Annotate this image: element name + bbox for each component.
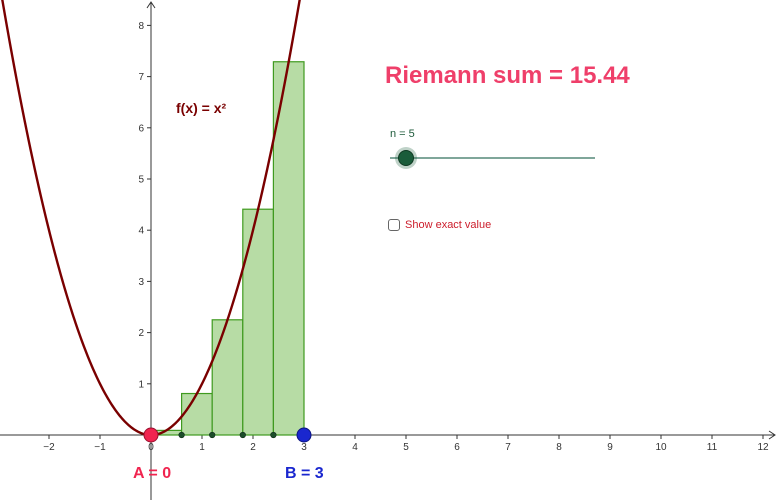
show-exact-value-toggle[interactable]: Show exact value bbox=[388, 219, 491, 231]
y-tick-label: 5 bbox=[138, 175, 144, 186]
x-tick-label: 9 bbox=[607, 442, 613, 453]
x-tick-label: 4 bbox=[352, 442, 358, 453]
x-tick-label: −2 bbox=[43, 442, 55, 453]
riemann-rectangle bbox=[181, 392, 213, 436]
x-tick-label: 1 bbox=[199, 442, 205, 453]
x-tick-label: 11 bbox=[707, 442, 718, 453]
partition-point bbox=[239, 431, 246, 439]
y-tick-label: 7 bbox=[138, 72, 144, 83]
x-tick-label: 0 bbox=[148, 442, 154, 453]
partition-markers bbox=[178, 431, 277, 439]
point-b[interactable] bbox=[296, 427, 312, 443]
y-axis-arrow bbox=[146, 1, 156, 9]
x-tick-label: 2 bbox=[250, 442, 256, 453]
x-tick-label: 10 bbox=[655, 442, 667, 453]
x-tick-label: 3 bbox=[301, 442, 307, 453]
y-tick-label: 4 bbox=[138, 226, 144, 237]
partition-point bbox=[209, 431, 216, 439]
riemann-rectangle bbox=[272, 61, 305, 436]
x-tick-label: 12 bbox=[757, 442, 769, 453]
x-tick-label: 5 bbox=[403, 442, 409, 453]
y-tick-label: 2 bbox=[138, 328, 144, 339]
x-tick-label: −1 bbox=[94, 442, 106, 453]
partition-point bbox=[178, 431, 185, 439]
point-a-label: A = 0 bbox=[133, 465, 171, 482]
y-tick-label: 1 bbox=[138, 379, 144, 390]
riemann-sum-title: Riemann sum = 15.44 bbox=[385, 62, 630, 89]
x-tick-label: 8 bbox=[556, 442, 562, 453]
riemann-rectangle bbox=[211, 319, 244, 436]
y-tick-label: 6 bbox=[138, 123, 144, 134]
show-exact-value-checkbox[interactable] bbox=[388, 219, 400, 231]
y-tick-label: 3 bbox=[138, 277, 144, 288]
slider-n-track[interactable] bbox=[390, 157, 595, 159]
show-exact-value-label: Show exact value bbox=[405, 219, 492, 231]
slider-n-label: n = 5 bbox=[390, 128, 415, 140]
x-tick-label: 7 bbox=[505, 442, 511, 453]
x-tick-label: 6 bbox=[454, 442, 460, 453]
y-tick-label: 8 bbox=[138, 21, 144, 32]
riemann-rectangles bbox=[150, 61, 305, 436]
slider-n-handle[interactable] bbox=[398, 150, 414, 166]
point-b-label: B = 3 bbox=[285, 465, 324, 482]
partition-point bbox=[270, 431, 277, 439]
x-axis-arrow bbox=[768, 430, 776, 440]
function-label: f(x) = x² bbox=[176, 100, 227, 116]
riemann-rectangle bbox=[242, 208, 275, 436]
point-a[interactable] bbox=[143, 427, 159, 443]
